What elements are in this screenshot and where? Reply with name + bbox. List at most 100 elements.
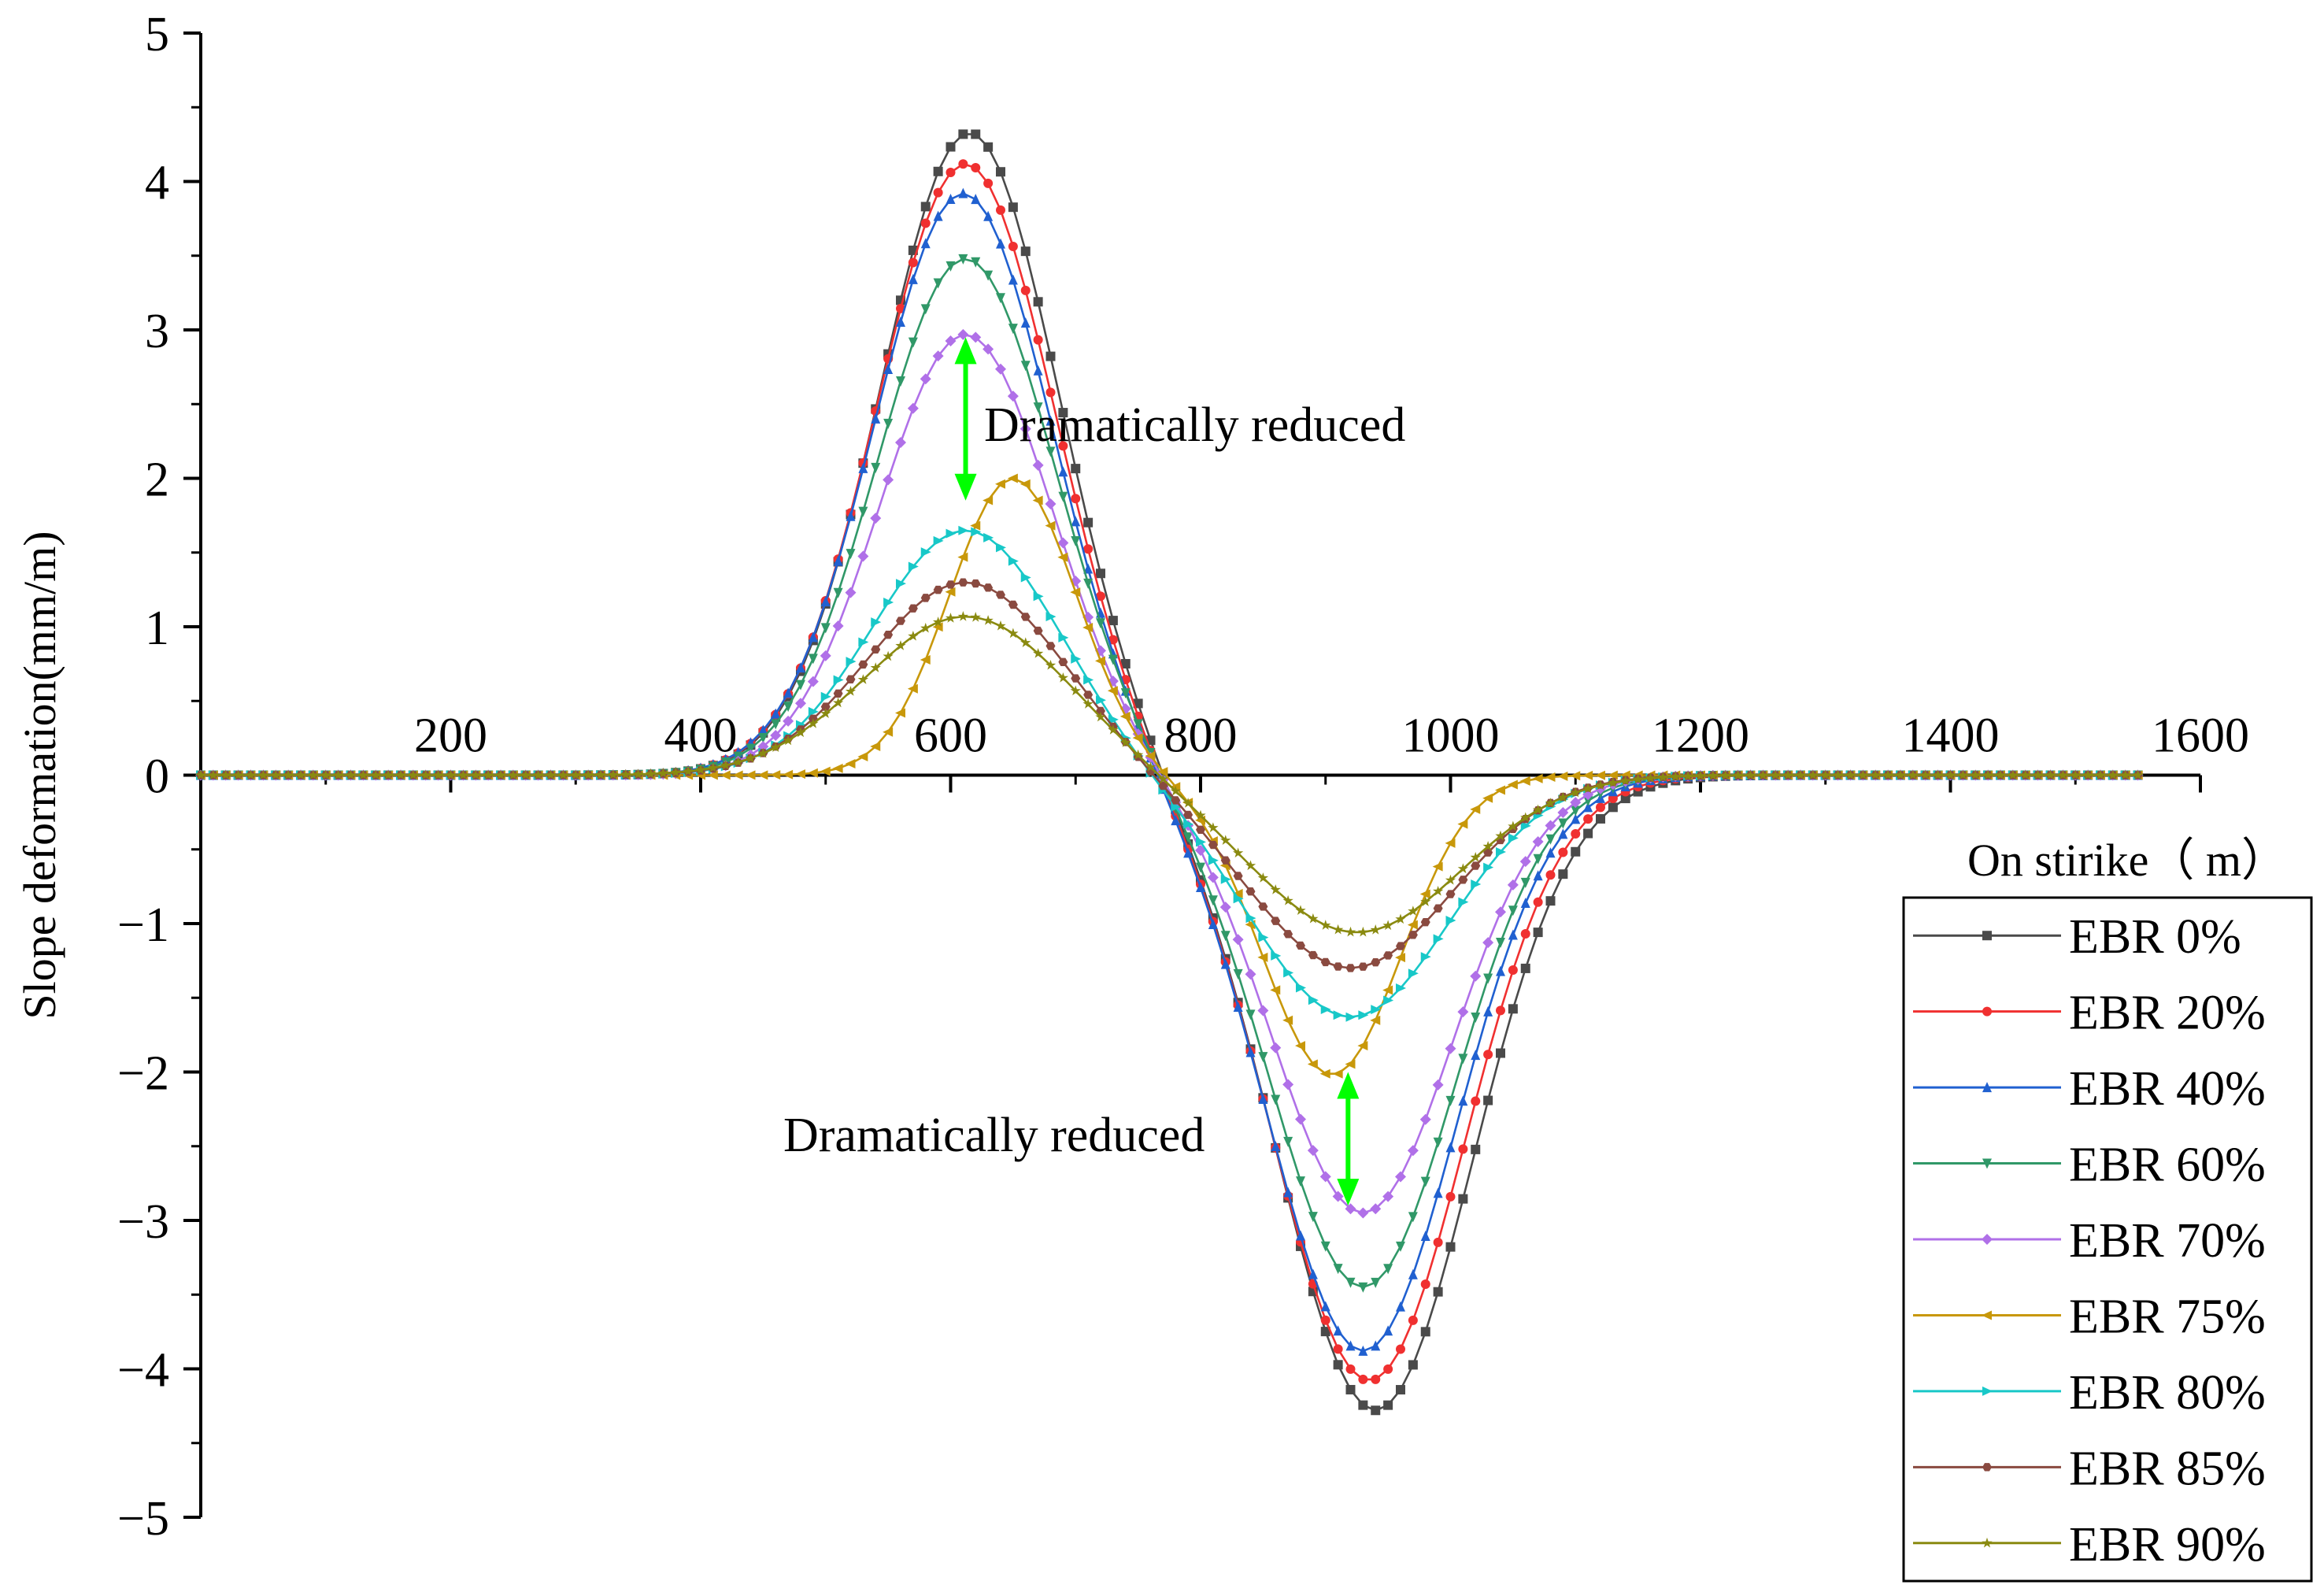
data-point xyxy=(1420,896,1431,906)
data-point xyxy=(1583,796,1593,807)
data-point xyxy=(1007,391,1019,402)
data-point xyxy=(1470,804,1481,814)
data-point xyxy=(970,331,982,343)
data-point xyxy=(896,579,906,589)
data-point xyxy=(1345,964,1356,972)
data-point xyxy=(983,142,994,152)
x-tick-label: 1400 xyxy=(1902,709,2000,763)
data-point xyxy=(796,662,805,673)
data-point xyxy=(1395,1171,1406,1183)
data-point xyxy=(1096,591,1105,602)
data-point xyxy=(1058,441,1068,451)
data-point xyxy=(1108,616,1118,626)
data-point xyxy=(832,620,844,632)
data-point xyxy=(1495,785,1505,795)
data-point xyxy=(1196,862,1205,873)
data-point xyxy=(1496,1048,1505,1058)
data-point xyxy=(1071,464,1081,474)
data-point xyxy=(1233,968,1243,979)
data-point xyxy=(1471,1050,1481,1061)
data-point xyxy=(1820,769,1831,780)
data-point xyxy=(933,278,943,289)
data-point xyxy=(1096,568,1105,579)
data-point xyxy=(1145,750,1156,761)
data-point xyxy=(1333,1344,1343,1354)
legend-swatch-marker xyxy=(1982,931,1992,941)
data-point xyxy=(1045,659,1057,670)
data-point xyxy=(1408,1212,1418,1223)
data-point xyxy=(1120,737,1131,747)
y-tick-label: −5 xyxy=(117,1492,169,1546)
data-point xyxy=(920,218,931,228)
data-point xyxy=(1171,796,1181,805)
data-point xyxy=(1245,1009,1256,1020)
data-point xyxy=(1058,632,1069,642)
data-point xyxy=(1370,1203,1382,1215)
data-point xyxy=(1383,1325,1393,1336)
data-point xyxy=(1832,769,1844,780)
data-point xyxy=(1096,618,1105,629)
data-point xyxy=(845,587,857,598)
data-point xyxy=(1420,1230,1430,1241)
data-point xyxy=(1071,654,1082,664)
data-point xyxy=(1345,1364,1356,1374)
x-tick-label: 1000 xyxy=(1402,709,1500,763)
data-point xyxy=(1320,1004,1331,1014)
data-point xyxy=(520,769,531,780)
data-point xyxy=(1371,1374,1381,1384)
data-point xyxy=(983,495,994,505)
data-point xyxy=(1258,902,1268,911)
data-point xyxy=(1108,724,1119,735)
data-point xyxy=(2032,769,2044,780)
data-point xyxy=(971,194,981,205)
data-point xyxy=(1020,637,1031,648)
data-point xyxy=(357,769,369,780)
data-point xyxy=(1508,824,1518,833)
data-point xyxy=(2095,769,2106,780)
y-tick-label: 5 xyxy=(145,8,169,61)
data-point xyxy=(1345,1059,1356,1069)
data-point xyxy=(620,768,631,779)
data-point xyxy=(1133,698,1143,709)
data-point xyxy=(1433,1287,1443,1297)
data-point xyxy=(1970,769,1981,780)
data-point xyxy=(1220,931,1230,942)
data-point xyxy=(1371,958,1381,967)
data-point xyxy=(1008,628,1019,639)
data-point xyxy=(1533,897,1543,907)
data-point xyxy=(1432,1079,1444,1091)
data-point xyxy=(1032,647,1044,658)
data-point xyxy=(1383,1264,1393,1275)
legend-item: EBR 0% xyxy=(1913,910,2241,964)
data-point xyxy=(1345,1012,1356,1022)
data-point xyxy=(1219,902,1231,913)
data-point xyxy=(1357,1207,1369,1219)
data-point xyxy=(632,768,644,779)
data-point xyxy=(495,769,506,780)
x-tick-label: 400 xyxy=(664,709,738,763)
data-point xyxy=(1545,870,1556,880)
data-point xyxy=(1545,772,1556,782)
data-point xyxy=(1357,926,1369,937)
data-point xyxy=(758,732,768,743)
data-point xyxy=(1307,1059,1318,1069)
data-point xyxy=(420,769,431,780)
data-point xyxy=(1120,658,1131,668)
data-point xyxy=(870,513,882,524)
data-point xyxy=(1795,769,1806,780)
data-point xyxy=(557,769,569,780)
data-point xyxy=(858,660,868,669)
data-point xyxy=(996,293,1005,304)
data-point xyxy=(1383,1400,1393,1410)
data-point xyxy=(1045,642,1056,650)
data-point xyxy=(958,187,968,198)
data-point xyxy=(933,535,944,546)
data-point xyxy=(1333,962,1343,971)
data-point xyxy=(820,708,831,719)
data-point xyxy=(1582,783,1593,794)
data-point xyxy=(957,552,968,562)
data-point xyxy=(1370,1015,1381,1025)
data-point xyxy=(2082,769,2093,780)
data-point xyxy=(1545,834,1556,845)
y-tick-label: −1 xyxy=(117,898,169,952)
